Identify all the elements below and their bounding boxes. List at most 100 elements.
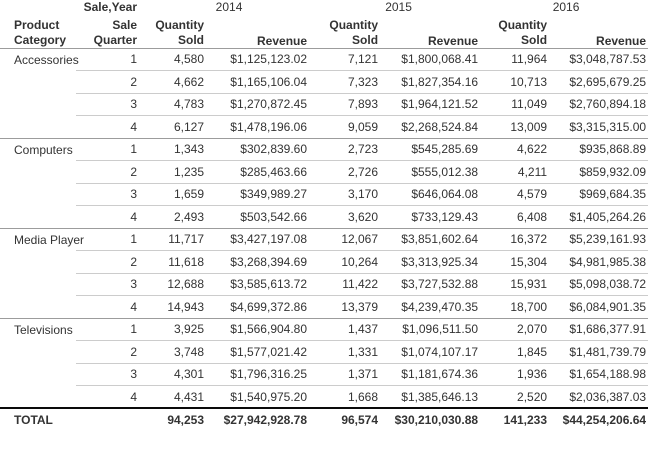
quantity-sold-header-2016[interactable]: Quantity Sold (484, 17, 554, 49)
quantity-sold-header-2015[interactable]: Quantity Sold (313, 17, 385, 49)
quantity-sold-cell: 15,931 (484, 272, 554, 296)
revenue-cell: $1,800,068.41 (384, 47, 485, 71)
total-quantity-cell: 141,233 (484, 407, 554, 431)
revenue-cell: $859,932.09 (553, 160, 648, 183)
revenue-cell: $1,405,264.26 (553, 205, 648, 228)
revenue-cell: $2,268,524.84 (384, 115, 485, 138)
quarter-cell: 1 (76, 227, 146, 251)
quantity-sold-cell: 2,493 (145, 205, 211, 228)
quantity-sold-cell: 14,943 (145, 295, 211, 318)
revenue-cell: $4,239,470.35 (384, 295, 485, 318)
revenue-cell: $1,654,188.98 (553, 362, 648, 386)
category-cell: Televisions (0, 317, 76, 408)
revenue-cell: $555,012.38 (384, 160, 485, 183)
revenue-cell: $1,478,196.06 (210, 115, 314, 138)
revenue-cell: $1,686,377.91 (553, 317, 648, 341)
revenue-cell: $1,181,674.36 (384, 362, 485, 386)
quantity-sold-header-2014[interactable]: Quantity Sold (145, 17, 211, 49)
total-revenue-cell: $27,942,928.78 (210, 407, 314, 431)
quantity-sold-cell: 1,659 (145, 182, 211, 206)
year-header-2016[interactable]: 2016 (552, 0, 580, 14)
quantity-sold-cell: 1,331 (313, 340, 385, 363)
product-category-header[interactable]: Product Category (0, 17, 76, 49)
revenue-header-2016[interactable]: Revenue (553, 17, 648, 49)
quantity-sold-cell: 6,127 (145, 115, 211, 138)
revenue-header-2015[interactable]: Revenue (384, 17, 485, 49)
sales-crosstab-table: Sale,Year 2014 2015 2016 Product Categor… (0, 0, 648, 431)
table-row: Accessories 1 4,580 $1,125,123.02 7,121 … (0, 47, 648, 138)
quantity-sold-cell: 16,372 (484, 227, 554, 251)
quantity-sold-cell: 1,936 (484, 362, 554, 386)
revenue-cell: $1,566,904.80 (210, 317, 314, 341)
revenue-cell: $545,285.69 (384, 137, 485, 161)
revenue-header-2014[interactable]: Revenue (210, 17, 314, 49)
quantity-sold-cell: 4,783 (145, 92, 211, 116)
revenue-cell: $2,760,894.18 (553, 92, 648, 116)
revenue-cell: $935,868.89 (553, 137, 648, 161)
revenue-cell: $5,098,038.72 (553, 272, 648, 296)
quantity-sold-cell: 4,301 (145, 362, 211, 386)
table-row: 3 4,783 $1,270,872.45 7,893 $1,964,121.5… (0, 92, 648, 116)
quarter-cell: 1 (76, 47, 146, 71)
category-cell: Computers (0, 137, 76, 228)
quantity-sold-cell: 1,845 (484, 340, 554, 363)
revenue-cell: $3,315,315.00 (553, 115, 648, 138)
total-row: TOTAL 94,253 $27,942,928.78 96,574 $30,2… (0, 407, 648, 431)
quantity-sold-cell: 4,622 (484, 137, 554, 161)
total-quantity-cell: 94,253 (145, 407, 211, 431)
quantity-sold-cell: 7,323 (313, 70, 385, 93)
quantity-sold-cell: 1,437 (313, 317, 385, 341)
revenue-cell: $1,796,316.25 (210, 362, 314, 386)
table-body: Accessories 1 4,580 $1,125,123.02 7,121 … (0, 47, 648, 431)
quantity-sold-cell: 13,379 (313, 295, 385, 318)
quantity-sold-cell: 12,067 (313, 227, 385, 251)
table-row: Computers 1 1,343 $302,839.60 2,723 $545… (0, 137, 648, 228)
revenue-cell: $969,684.35 (553, 182, 648, 206)
revenue-cell: $4,981,985.38 (553, 250, 648, 273)
revenue-cell: $5,239,161.93 (553, 227, 648, 251)
quantity-sold-cell: 1,235 (145, 160, 211, 183)
year-header-2014[interactable]: 2014 (215, 0, 243, 14)
revenue-cell: $1,577,021.42 (210, 340, 314, 363)
category-cell: Accessories (0, 47, 79, 138)
table-row: 2 1,235 $285,463.66 2,726 $555,012.38 4,… (0, 160, 648, 183)
quantity-sold-cell: 11,964 (484, 47, 554, 71)
quantity-sold-cell: 11,618 (145, 250, 211, 273)
total-revenue-cell: $44,254,206.64 (553, 407, 648, 431)
revenue-cell: $3,585,613.72 (210, 272, 314, 296)
quantity-sold-cell: 2,070 (484, 317, 554, 341)
table-row: 4 14,943 $4,699,372.86 13,379 $4,239,470… (0, 295, 648, 318)
quarter-cell: 1 (76, 317, 146, 341)
revenue-cell: $2,036,387.03 (553, 385, 648, 408)
table-row: Media Player 1 11,717 $3,427,197.08 12,0… (0, 227, 648, 318)
quantity-sold-cell: 11,717 (145, 227, 211, 251)
quarter-cell: 3 (76, 362, 146, 386)
revenue-cell: $1,096,511.50 (384, 317, 485, 341)
quarter-cell: 3 (76, 92, 146, 116)
year-header-2015[interactable]: 2015 (385, 0, 412, 14)
quantity-sold-cell: 7,893 (313, 92, 385, 116)
revenue-cell: $302,839.60 (210, 137, 314, 161)
table-row: 3 1,659 $349,989.27 3,170 $646,064.08 4,… (0, 182, 648, 206)
revenue-cell: $3,268,394.69 (210, 250, 314, 273)
table-row: 3 4,301 $1,796,316.25 1,371 $1,181,674.3… (0, 362, 648, 386)
table-row: Televisions 1 3,925 $1,566,904.80 1,437 … (0, 317, 648, 408)
category-cell: Media Player (0, 227, 84, 318)
quarter-cell: 4 (76, 115, 146, 138)
table-row: 2 11,618 $3,268,394.69 10,264 $3,313,925… (0, 250, 648, 273)
quarter-cell: 4 (76, 295, 146, 318)
quarter-cell: 2 (76, 340, 146, 363)
quarter-cell: 3 (76, 182, 146, 206)
revenue-cell: $503,542.66 (210, 205, 314, 228)
revenue-cell: $733,129.43 (384, 205, 485, 228)
table-row: 4 6,127 $1,478,196.06 9,059 $2,268,524.8… (0, 115, 648, 138)
quantity-sold-cell: 1,343 (145, 137, 211, 161)
total-quantity-cell: 96,574 (313, 407, 385, 431)
quantity-sold-cell: 9,059 (313, 115, 385, 138)
revenue-cell: $285,463.66 (210, 160, 314, 183)
revenue-cell: $3,313,925.34 (384, 250, 485, 273)
revenue-cell: $6,084,901.35 (553, 295, 648, 318)
quantity-sold-cell: 11,049 (484, 92, 554, 116)
sale-quarter-header[interactable]: Sale Quarter (76, 17, 146, 49)
